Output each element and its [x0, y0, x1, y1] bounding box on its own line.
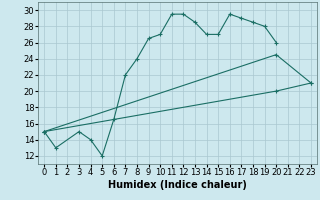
X-axis label: Humidex (Indice chaleur): Humidex (Indice chaleur) — [108, 180, 247, 190]
